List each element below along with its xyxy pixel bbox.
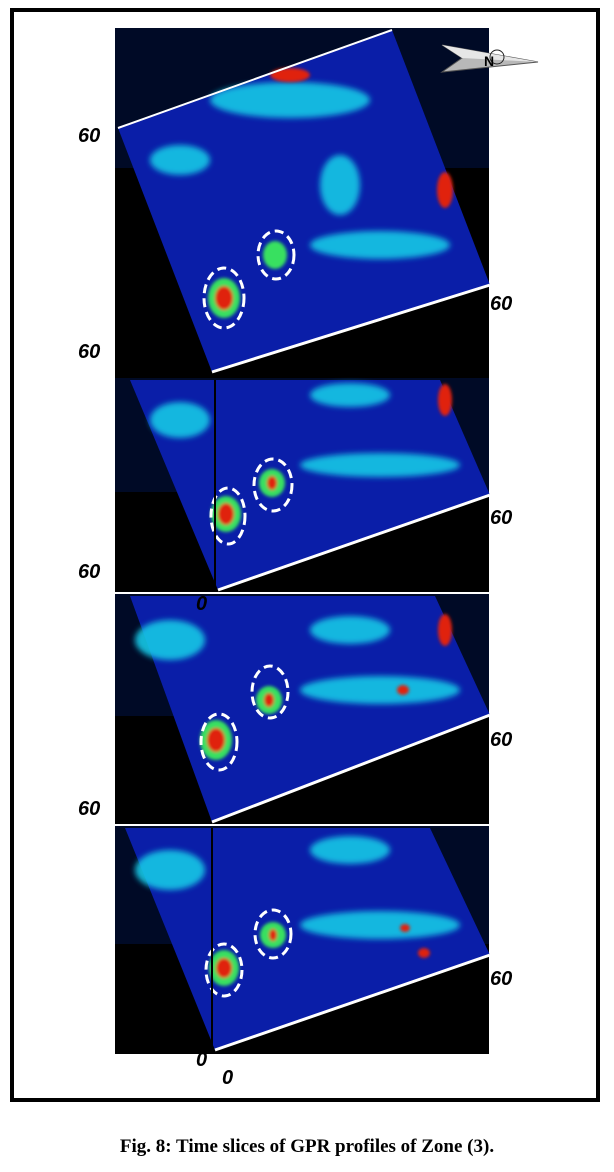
svg-text:60: 60 [490, 293, 512, 315]
anomaly-marker [202, 266, 246, 330]
time-slice-2: 60 60 0 [78, 378, 512, 613]
north-label: N [484, 53, 494, 69]
svg-text:60: 60 [490, 968, 512, 990]
svg-text:60: 60 [78, 798, 100, 820]
svg-text:60: 60 [78, 341, 100, 363]
svg-text:60: 60 [78, 125, 100, 147]
anomaly-marker [252, 457, 294, 513]
slice-2-area [130, 380, 490, 590]
anomaly-marker [253, 908, 293, 960]
svg-text:0: 0 [196, 1049, 207, 1071]
time-slice-4: 60 0 0 [115, 826, 512, 1089]
svg-text:0: 0 [222, 1067, 233, 1089]
anomaly-marker [209, 486, 247, 546]
anomaly-marker [250, 664, 290, 720]
slice-3-area [130, 596, 490, 822]
svg-text:60: 60 [78, 561, 100, 583]
svg-text:60: 60 [490, 507, 512, 529]
svg-text:0: 0 [196, 593, 207, 615]
time-slice-1: 60 60 60 0 [78, 28, 512, 397]
figure-caption: Fig. 8: Time slices of GPR profiles of Z… [119, 1136, 495, 1157]
north-arrow-icon: N [440, 44, 539, 73]
anomaly-marker [199, 712, 239, 772]
svg-text:60: 60 [490, 729, 512, 751]
anomaly-marker [256, 229, 296, 281]
time-slice-3: 60 60 0 [78, 593, 512, 824]
anomaly-marker [204, 942, 244, 998]
